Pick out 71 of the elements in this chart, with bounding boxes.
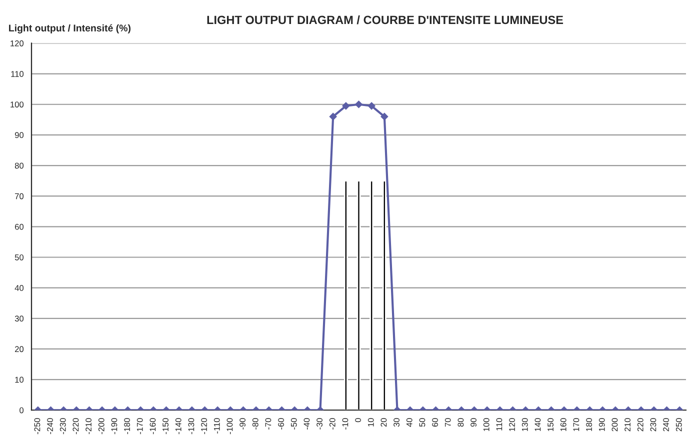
x-tick-label: -170	[136, 418, 143, 434]
x-tick-label: 100	[483, 418, 490, 432]
x-tick-label: -10	[342, 418, 348, 430]
x-tick-label: -140	[175, 418, 182, 434]
chart-title: LIGHT OUTPUT DIAGRAM / COURBE D'INTENSITE LUMINEUSE	[207, 15, 564, 24]
y-tick-label: 70	[15, 193, 24, 200]
x-tick-label: -230	[60, 418, 66, 434]
x-tick-label: -150	[162, 418, 168, 434]
x-tick-label: 130	[522, 418, 528, 432]
x-tick-label: 220	[637, 418, 644, 432]
point	[380, 112, 388, 120]
x-tick-label: 150	[548, 418, 554, 432]
x-tick-label: 230	[650, 418, 656, 432]
x-tick-label: 110	[496, 418, 502, 430]
x-tick-label: -190	[111, 418, 118, 434]
x-tick-label: 60	[432, 418, 438, 427]
x-tick-label: 210	[624, 418, 630, 432]
x-tick-label: 50	[419, 418, 426, 427]
x-tick-label: -200	[98, 418, 104, 434]
x-tick-label: -50	[290, 418, 297, 430]
x-tick-label: 170	[573, 418, 580, 432]
point	[355, 100, 362, 108]
y-tick-label: 20	[15, 346, 24, 352]
y-tick-label: 40	[14, 285, 24, 291]
x-tick-label: 80	[458, 418, 464, 427]
point	[342, 102, 350, 110]
x-tick-label: 140	[534, 418, 541, 432]
x-tick-label: -180	[124, 418, 130, 434]
y-tick-label: 80	[14, 162, 24, 169]
x-tick-label: 70	[444, 418, 451, 427]
point	[368, 102, 376, 110]
x-tick-label: 250	[676, 418, 682, 432]
x-tick-label: -80	[252, 418, 258, 430]
x-tick-label: -40	[304, 418, 310, 430]
x-tick-label: -160	[150, 418, 156, 434]
x-tick-label: -220	[72, 418, 79, 434]
x-tick-label: -240	[47, 418, 53, 434]
x-tick-label: -250	[34, 418, 40, 434]
x-tick-label: -100	[226, 418, 233, 434]
y-tick-label: 90	[14, 132, 24, 138]
y-tick-label: 60	[15, 224, 24, 230]
x-tick-label: 180	[586, 418, 592, 432]
x-tick-label: 0	[355, 418, 361, 422]
x-tick-label: 190	[598, 418, 605, 432]
point	[329, 112, 337, 120]
x-tick-label: 120	[509, 418, 515, 432]
x-tick-label: -70	[265, 418, 272, 430]
y-tick-label: 10	[15, 376, 24, 383]
x-tick-label: -130	[188, 418, 194, 434]
x-tick-label: -210	[86, 418, 92, 434]
x-tick-label: -90	[240, 418, 246, 430]
x-tick-label: 160	[560, 418, 566, 432]
y-tick-label: 100	[10, 102, 24, 108]
y-tick-label: 0	[20, 407, 24, 414]
x-tick-label: -60	[278, 418, 284, 430]
x-tick-label: -120	[201, 418, 207, 434]
x-tick-label: 200	[612, 418, 618, 432]
y-axis-title: Light output / Intensité (%)	[9, 24, 131, 34]
y-tick-label: 120	[10, 40, 24, 46]
x-tick-label: 10	[368, 418, 374, 426]
x-tick-label: -20	[329, 418, 336, 430]
x-tick-label: -30	[316, 418, 322, 430]
y-tick-label: 110	[11, 70, 24, 77]
x-tick-label: 90	[470, 418, 476, 427]
x-tick-label: 40	[406, 418, 412, 427]
x-tick-label: 20	[380, 418, 387, 427]
x-tick-label: 30	[394, 418, 400, 427]
y-tick-label: 50	[14, 254, 24, 260]
x-tick-label: 240	[663, 418, 669, 432]
y-tick-label: 30	[14, 316, 24, 322]
x-tick-label: -110	[214, 418, 220, 434]
